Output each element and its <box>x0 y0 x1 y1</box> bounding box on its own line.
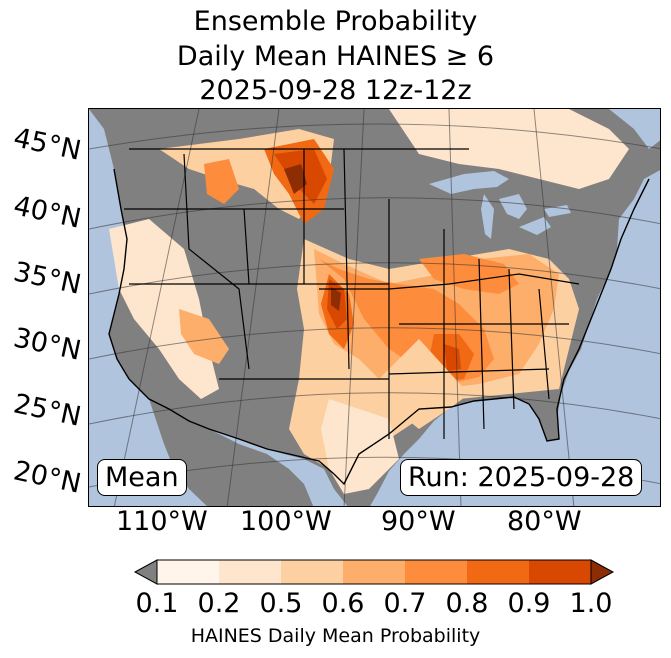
lon-label-80: 80°W <box>507 506 582 537</box>
lat-label-40: 40°N <box>10 190 84 235</box>
great-lakes <box>429 171 571 239</box>
colorbar-tick-0-7: 0.7 <box>383 588 427 619</box>
colorbar-tick-0-6: 0.6 <box>321 588 365 619</box>
colorbar-over-arrow <box>590 559 615 585</box>
map-canvas <box>89 109 660 506</box>
colorbar-under-arrow <box>133 559 158 585</box>
lat-label-45: 45°N <box>10 122 84 167</box>
run-label: Run: 2025-09-28 <box>400 459 643 496</box>
lat-label-30: 30°N <box>10 322 84 367</box>
colorbar-title: HAINES Daily Mean Probability <box>190 625 481 647</box>
colorbar-bin-7 <box>529 560 591 584</box>
state-borders <box>124 148 580 439</box>
title-line-2: Daily Mean HAINES ≥ 6 <box>176 41 495 72</box>
colorbar-tick-0-1: 0.1 <box>135 588 179 619</box>
lon-label-110: 110°W <box>116 506 208 537</box>
lat-label-25: 25°N <box>10 388 84 433</box>
colorbar-bin-3 <box>281 560 343 584</box>
colorbar-tick-1-0: 1.0 <box>569 588 613 619</box>
title-line-3: 2025-09-28 12z-12z <box>199 75 472 106</box>
lat-label-35: 35°N <box>10 256 84 301</box>
colorbar-bin-1 <box>157 560 219 584</box>
mean-label: Mean <box>97 459 187 496</box>
lon-label-90: 90°W <box>381 506 456 537</box>
map-panel[interactable] <box>88 108 661 507</box>
colorbar-bin-4 <box>343 560 405 584</box>
colorbar-bin-6 <box>467 560 529 584</box>
colorbar-tick-0-2: 0.2 <box>197 588 241 619</box>
colorbar-bin-5 <box>405 560 467 584</box>
lon-label-100: 100°W <box>240 506 332 537</box>
coastline <box>108 168 650 486</box>
colorbar-tick-0-8: 0.8 <box>445 588 489 619</box>
lat-label-20: 20°N <box>10 455 84 500</box>
title-line-1: Ensemble Probability <box>193 6 478 37</box>
colorbar-tick-0-5: 0.5 <box>259 588 303 619</box>
colorbar <box>133 559 615 585</box>
colorbar-tick-0-9: 0.9 <box>507 588 551 619</box>
colorbar-bin-2 <box>219 560 281 584</box>
